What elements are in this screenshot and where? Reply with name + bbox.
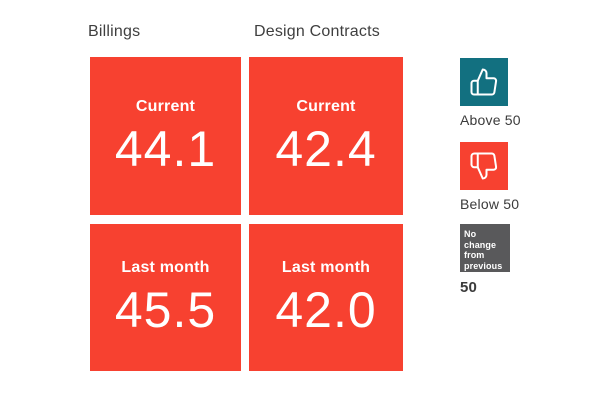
legend-50-label: 50 [460, 279, 478, 296]
kpi-tile-design-contracts-current: Current 42.4 [249, 57, 403, 215]
kpi-tile-billings-current: Current 44.1 [90, 57, 241, 215]
kpi-tile-design-contracts-last-month: Last month 42.0 [249, 224, 403, 371]
kpi-tile-label: Last month [281, 259, 371, 277]
thumbs-up-icon [470, 68, 498, 96]
legend-no-change-swatch: No change from previous period [460, 224, 510, 281]
kpi-tile-billings-last-month: Last month 45.5 [90, 224, 241, 371]
kpi-tile-value: 42.0 [275, 282, 377, 339]
legend-below-50-swatch [460, 142, 508, 190]
thumbs-down-icon [470, 152, 498, 180]
legend-no-change-text: No change from previous period [464, 229, 503, 281]
kpi-tile-value: 45.5 [114, 282, 217, 339]
kpi-tile-label: Current [296, 97, 356, 115]
kpi-tile-label: Last month [121, 259, 210, 277]
kpi-tile-value: 44.1 [114, 120, 217, 177]
legend-above-50-label: Above 50 [460, 112, 521, 128]
column-header-design-contracts: Design Contracts [254, 23, 380, 40]
column-header-billings: Billings [88, 23, 141, 40]
kpi-tile-label: Current [135, 97, 196, 115]
legend-above-50-swatch [460, 58, 508, 106]
legend-below-50-label: Below 50 [460, 196, 520, 212]
kpi-tile-value: 42.4 [275, 120, 377, 177]
